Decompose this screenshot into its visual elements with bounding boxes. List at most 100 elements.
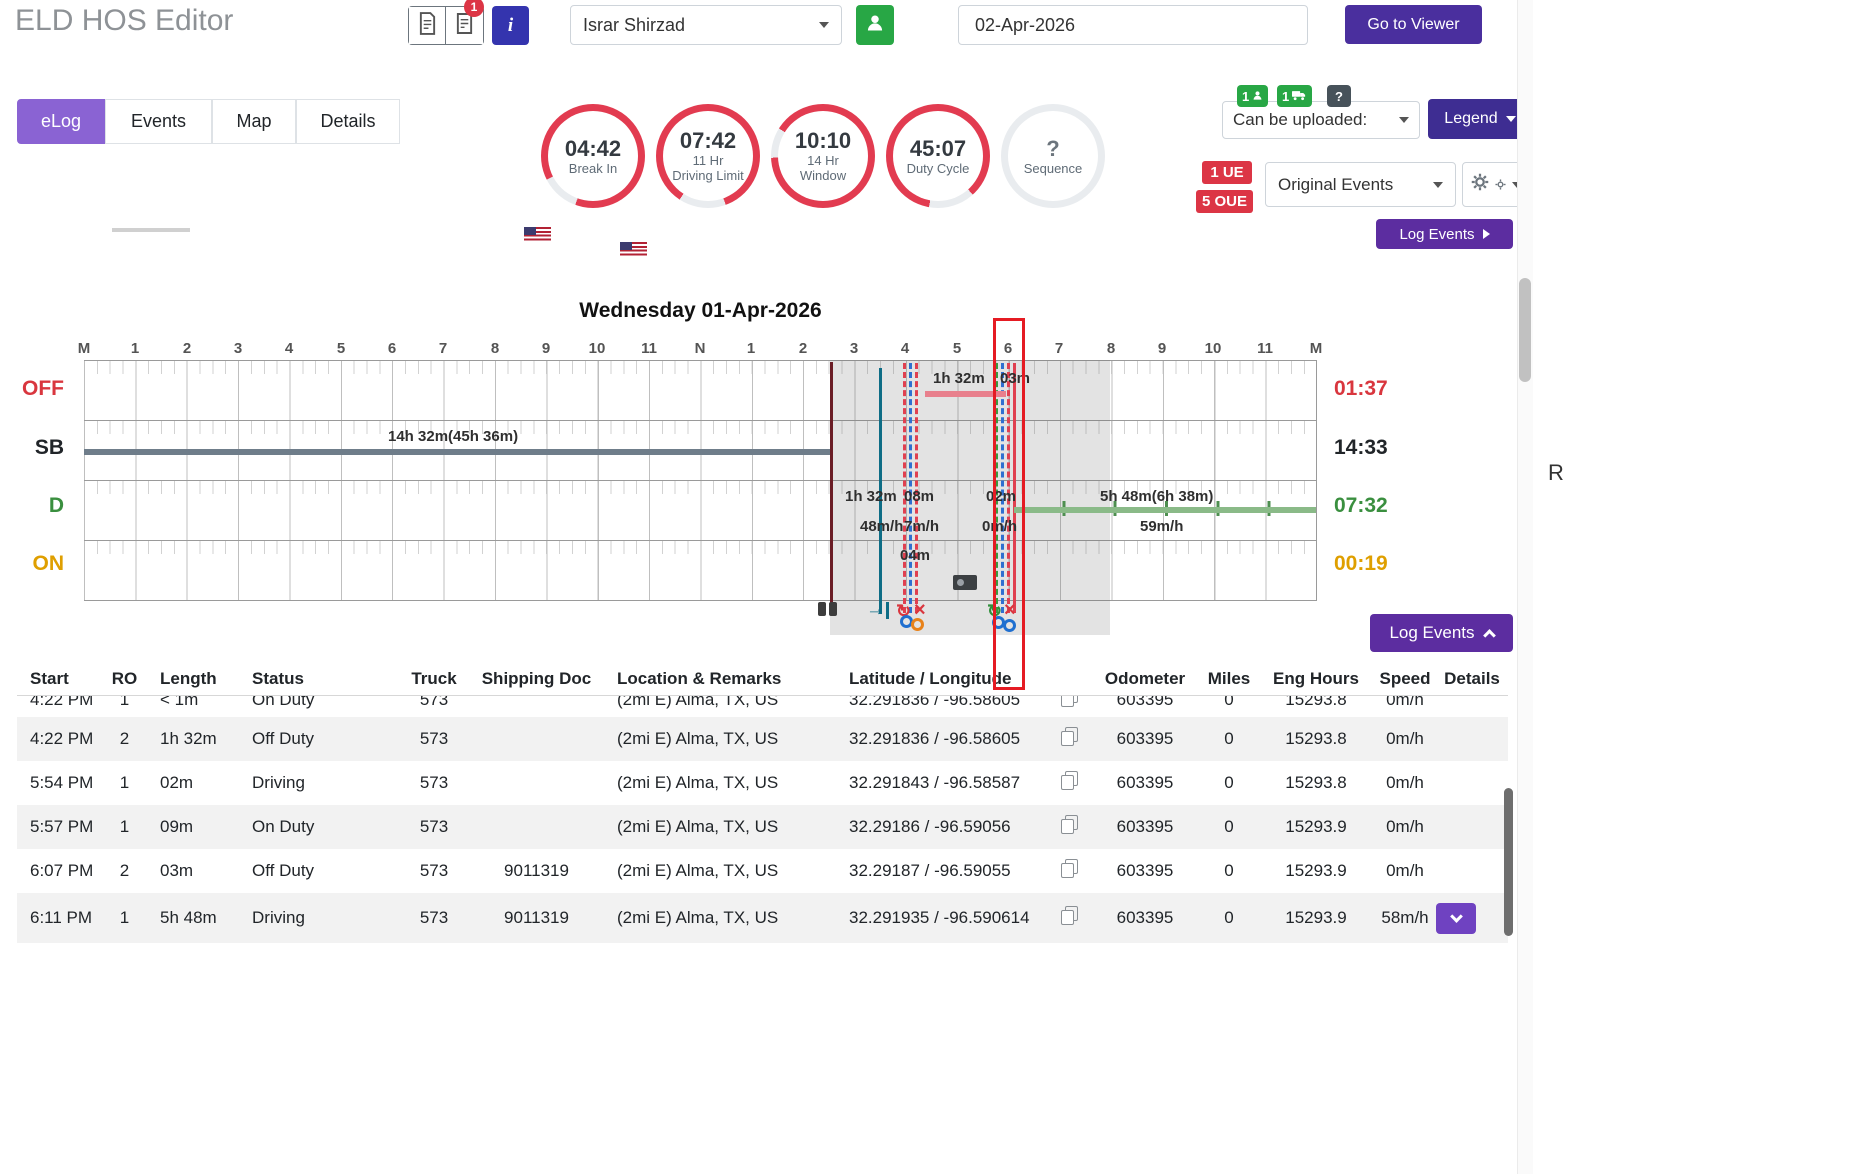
gauge-break-in: 04:42 Break In	[541, 104, 645, 208]
table-row[interactable]: 5:54 PM 1 02m Driving 573 (2mi E) Alma, …	[30, 771, 1424, 792]
driver-select[interactable]: Israr Shirzad	[570, 5, 842, 45]
hos-row-on	[84, 540, 1316, 600]
copy-icon[interactable]	[1060, 696, 1078, 707]
gauge-driving-limit: 07:42 11 Hr Driving Limit	[656, 104, 760, 208]
table-row-clipped: 4:22 PM 1 < 1m On Duty 573 (2mi E) Alma,…	[17, 696, 1508, 717]
table-row[interactable]: 4:22 PM 2 1h 32m Off Duty 573 (2mi E) Al…	[17, 717, 1508, 761]
x-axis-label: 8	[490, 340, 500, 357]
login-arrow-icon[interactable]: →	[866, 599, 889, 621]
row-total-d: 07:32	[1334, 494, 1388, 517]
uploaded-truck-badge: 1	[1277, 85, 1313, 107]
notes-count-badge: 1	[464, 0, 484, 17]
x-axis-label: 6	[387, 340, 397, 357]
copy-icon[interactable]	[1060, 771, 1078, 790]
log-events-button[interactable]: Log Events	[1370, 614, 1513, 652]
event-line-teal	[879, 368, 882, 614]
row-details-button[interactable]	[1436, 902, 1476, 934]
x-axis-label: 2	[182, 340, 192, 357]
row-label-on: ON	[32, 552, 65, 575]
drive2-speed-label: 7m/h	[904, 518, 940, 535]
x-axis-label: 10	[588, 340, 606, 357]
drive4-speed-label: 59m/h	[1140, 518, 1184, 535]
arrow-right-icon	[1482, 229, 1490, 239]
driver-profile-button[interactable]	[856, 5, 894, 45]
hos-row-off	[84, 360, 1316, 420]
copy-icon[interactable]	[1060, 906, 1078, 925]
sb-segment	[84, 449, 832, 455]
gear-icon	[1471, 173, 1489, 196]
person-icon	[1252, 89, 1263, 104]
page-title: ELD HOS Editor	[15, 4, 234, 37]
chevron-down-icon	[819, 22, 829, 28]
camera-icon[interactable]	[953, 575, 977, 590]
uploaded-driver-badge: 1	[1237, 85, 1269, 107]
drive1-duration-label: 1h 32m	[845, 488, 897, 505]
oue-badge: 5 OUE	[1196, 190, 1253, 213]
vehicle-icon[interactable]	[818, 602, 837, 616]
x-axis-label: 5	[336, 340, 346, 357]
x-axis-label: 1	[746, 340, 756, 357]
table-row[interactable]: 4:22 PM 1 < 1m On Duty 573 (2mi E) Alma,…	[17, 696, 1508, 717]
person-icon	[865, 13, 885, 38]
divider	[112, 228, 190, 232]
us-flag-icon	[524, 227, 551, 242]
event-line-green-dashed	[995, 363, 998, 613]
driver-select-value: Israr Shirzad	[583, 14, 686, 35]
can-be-uploaded-select[interactable]: Can be uploaded:	[1222, 101, 1420, 139]
chevron-up-icon	[1482, 629, 1496, 642]
off-segment	[925, 391, 1006, 397]
event-line-red-dashed	[903, 363, 906, 613]
gauge-duty-cycle: 45:07 Duty Cycle	[886, 104, 990, 208]
tab-elog[interactable]: eLog	[17, 99, 105, 144]
legend-button[interactable]: Legend	[1428, 99, 1532, 139]
page-scrollbar[interactable]	[1517, 0, 1533, 1174]
x-axis-label: 4	[284, 340, 294, 357]
row-total-on: 00:19	[1334, 552, 1388, 575]
table-row[interactable]: 5:57 PM 1 09m On Duty 573 (2mi E) Alma, …	[17, 805, 1508, 849]
help-badge[interactable]: ?	[1327, 85, 1351, 107]
x-axis-label: 7	[1054, 340, 1064, 357]
tab-map[interactable]: Map	[212, 99, 296, 144]
hos-grid	[84, 360, 1317, 601]
on-duration-label: 04m	[900, 547, 931, 564]
tab-events[interactable]: Events	[105, 99, 212, 144]
date-input[interactable]: 02-Apr-2026	[958, 5, 1308, 45]
x-event-icon-red[interactable]: ×	[914, 599, 926, 621]
log-report-button[interactable]	[409, 7, 447, 44]
blue-ring-icon[interactable]	[1003, 619, 1016, 632]
table-row[interactable]: 6:11 PM 1 5h 48m Driving 573 9011319 (2m…	[17, 893, 1508, 943]
clipped-side-text: R	[1548, 460, 1564, 485]
table-row[interactable]: 6:07 PM 2 03m Off Duty 573 9011319 (2mi …	[30, 859, 1424, 880]
document-icon	[418, 11, 437, 40]
page-scrollbar-thumb[interactable]	[1519, 278, 1531, 382]
go-to-viewer-button[interactable]: Go to Viewer	[1345, 5, 1482, 44]
x-axis-label: 4	[900, 340, 910, 357]
row-total-off: 01:37	[1334, 377, 1388, 400]
ue-badge: 1 UE	[1202, 161, 1252, 184]
x-axis-label: 1	[130, 340, 140, 357]
copy-icon[interactable]	[1060, 815, 1078, 834]
d-segment	[1014, 507, 1316, 513]
table-header: Start RO Length Status Truck Shipping Do…	[17, 662, 1508, 696]
tab-details[interactable]: Details	[296, 99, 400, 144]
x-event-icon-red[interactable]: ×	[1004, 599, 1016, 621]
x-axis-label: N	[694, 340, 706, 357]
events-filter-select[interactable]: Original Events	[1265, 162, 1456, 207]
orange-ring-icon[interactable]	[911, 618, 924, 631]
copy-icon[interactable]	[1060, 727, 1078, 746]
log-events-button-top[interactable]: Log Events	[1376, 219, 1513, 249]
table-scrollbar-thumb[interactable]	[1504, 788, 1513, 936]
x-axis-label: 3	[233, 340, 243, 357]
x-axis-label: 6	[1003, 340, 1013, 357]
event-line-red-dashed	[1007, 363, 1010, 613]
us-flag-icon	[620, 242, 647, 257]
info-button[interactable]: i	[492, 6, 529, 45]
event-line-blue-dashed	[909, 363, 912, 613]
chevron-down-icon	[1399, 117, 1409, 123]
gear-icon-small	[1495, 174, 1506, 195]
drive4-duration-label: 5h 48m(6h 38m)	[1100, 488, 1214, 505]
copy-icon[interactable]	[1060, 859, 1078, 878]
sb-duration-label: 14h 32m(45h 36m)	[388, 428, 519, 445]
x-axis-label: 2	[798, 340, 808, 357]
